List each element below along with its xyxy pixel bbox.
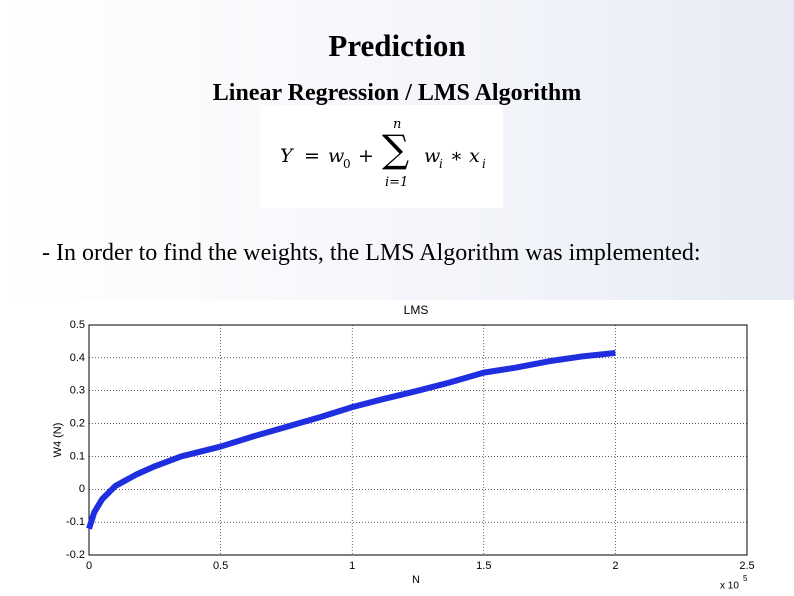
x-multiplier-exp: 5 — [743, 574, 748, 583]
x-tick-label: 1.5 — [476, 560, 491, 572]
formula: Y = w 0 + ∑ n i=1 w i ∗ x i — [260, 105, 503, 208]
formula-part: i — [482, 157, 486, 171]
chart-title: LMS — [404, 303, 429, 317]
formula-part: w — [328, 145, 345, 167]
x-tick-label: 0.5 — [213, 560, 228, 572]
formula-part: Y — [280, 145, 293, 167]
formula-part: ∑ — [382, 127, 410, 171]
formula-part: i — [439, 157, 443, 171]
x-axis-label: N — [412, 574, 420, 586]
y-tick-label: -0.1 — [66, 516, 85, 528]
x-multiplier: x 10 — [720, 581, 739, 592]
formula-part: 0 — [343, 157, 351, 171]
formula-part: w — [424, 145, 441, 167]
y-tick-label: 0.2 — [70, 417, 85, 429]
plot-frame — [88, 324, 748, 556]
slide-title: Prediction — [328, 28, 466, 63]
y-tick-label: 0.5 — [70, 319, 85, 331]
formula-part: + — [358, 145, 374, 167]
formula-part: = — [304, 145, 320, 167]
formula-part: ∗ x — [450, 145, 480, 167]
x-tick-label: 0 — [86, 560, 92, 572]
y-tick-label: -0.2 — [66, 549, 85, 561]
formula-part: n — [393, 117, 402, 132]
y-tick-label: 0.4 — [70, 352, 85, 364]
data-line — [86, 349, 616, 530]
y-axis-label: W4 (N) — [52, 423, 64, 458]
body-text: - In order to find the weights, the LMS … — [42, 240, 701, 266]
y-tick-label: 0.1 — [70, 450, 85, 462]
x-tick-label: 2.5 — [739, 560, 754, 572]
slide-subtitle: Linear Regression / LMS Algorithm — [212, 80, 582, 106]
x-tick-label: 1 — [349, 560, 355, 572]
formula-part: i=1 — [385, 175, 409, 190]
y-tick-label: 0 — [79, 483, 85, 495]
x-tick-label: 2 — [612, 560, 618, 572]
y-tick-label: 0.3 — [70, 385, 85, 397]
